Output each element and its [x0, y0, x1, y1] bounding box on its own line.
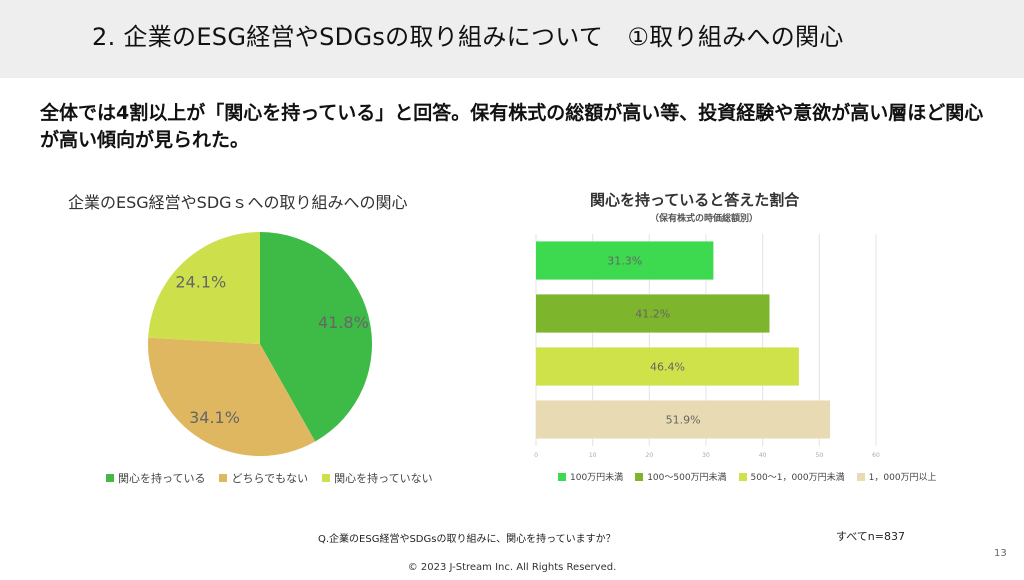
copyright: © 2023 J-Stream Inc. All Rights Reserved…	[407, 562, 617, 573]
legend-label: 500～1，000万円未満	[750, 473, 845, 483]
legend-label: 関心を持っている	[118, 472, 206, 485]
x-tick-label: 40	[759, 452, 767, 459]
legend-item-bar-3: 500～1，000万円未満	[738, 470, 845, 483]
bar-chart-legend: 100万円未満 100～500万円未満 500～1，000万円未満 1，000万円以上	[558, 470, 937, 483]
x-tick-label: 30	[702, 452, 710, 459]
legend-label: どちらでもない	[231, 472, 309, 485]
legend-item-pie-1: 関心を持っている	[106, 470, 205, 486]
bar-3	[536, 347, 799, 386]
pie-slice-2	[148, 337, 316, 457]
legend-label: 1，000万円以上	[868, 473, 937, 483]
bar-value-label-3: 46.4%	[650, 361, 685, 374]
legend-swatch	[322, 474, 331, 482]
bar-chart-title: 関心を持っていると答えた割合	[590, 191, 800, 209]
legend-item-pie-3: 関心を持っていない	[322, 470, 433, 486]
legend-label: 100～500万円未満	[647, 473, 727, 483]
bar-value-label-4: 51.9%	[666, 414, 701, 427]
x-tick-label: 20	[646, 452, 654, 459]
legend-label: 100万円未満	[570, 473, 624, 483]
bar-value-label-2: 41.2%	[635, 308, 670, 321]
pie-slice-label-1: 41.8%	[318, 313, 369, 332]
legend-item-bar-4: 1，000万円以上	[856, 470, 937, 483]
legend-swatch	[106, 474, 114, 482]
legend-swatch	[635, 472, 644, 481]
legend-label: 関心を持っていない	[334, 472, 433, 485]
survey-question: Q.企業のESG経営やSDGsの取り組みに、関心を持っていますか？	[318, 534, 616, 545]
pie-chart-legend: 関心を持っている どちらでもない 関心を持っていない	[106, 470, 433, 486]
legend-item-bar-2: 100～500万円未満	[635, 470, 727, 483]
pie-slice-1	[260, 232, 373, 442]
bar-1	[536, 241, 714, 280]
pie-slice-3	[148, 232, 260, 344]
pie-slice-label-3: 24.1%	[175, 272, 226, 291]
page-number: 13	[994, 548, 1007, 559]
bar-value-label-1: 31.3%	[607, 255, 642, 268]
x-tick-label: 60	[872, 452, 880, 459]
x-tick-label: 10	[589, 452, 597, 459]
bar-4	[536, 400, 831, 439]
headline: 全体では4割以上が「関心を持っている」と回答。保有株式の総額が高い等、投資経験や…	[40, 102, 984, 151]
pie-chart-title: 企業のESG経営やSDGｓへの取り組みへの関心	[68, 193, 408, 212]
bar-chart-subtitle: （保有株式の時価総額別）	[650, 214, 759, 224]
legend-item-bar-1: 100万円未満	[558, 470, 623, 483]
sample-size: すべてn=837	[836, 530, 905, 543]
bar-chart: 0 10 20 30 40 50 60 31.3% 41.2% 46.4% 51.9%	[534, 234, 880, 459]
page-title: 2. 企業のESG経営やSDGsの取り組みについて ①取り組みへの関心	[92, 23, 844, 51]
pie-slice-label-2: 34.1%	[189, 408, 240, 427]
x-tick-label: 50	[816, 452, 824, 459]
pie-chart: 41.8% 34.1% 24.1%	[148, 232, 373, 457]
header-band: 2. 企業のESG経営やSDGsの取り組みについて ①取り組みへの関心	[0, 0, 1024, 78]
legend-swatch	[219, 474, 228, 482]
x-tick-label: 0	[534, 452, 538, 459]
bar-2	[536, 294, 770, 333]
legend-item-pie-2: どちらでもない	[219, 470, 308, 486]
legend-swatch	[558, 472, 566, 481]
legend-swatch	[856, 472, 865, 481]
legend-swatch	[738, 472, 747, 481]
